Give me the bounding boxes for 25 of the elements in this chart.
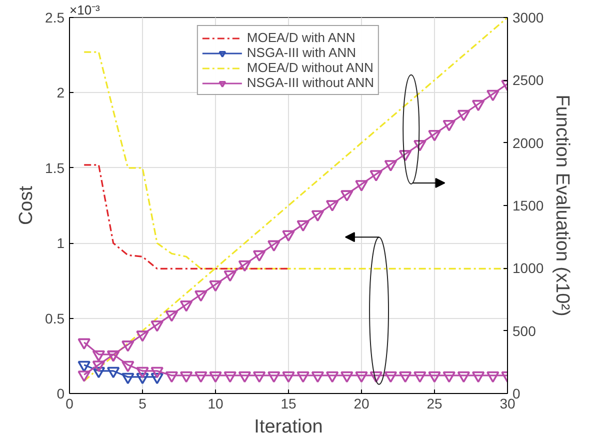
x-tick-label: 10 — [208, 396, 224, 412]
legend-label: MOEA/D without ANN — [246, 60, 374, 75]
x-axis-title: Iteration — [254, 416, 323, 438]
x-tick-label: 20 — [354, 396, 370, 412]
y-tick-label: 2 — [56, 84, 65, 101]
y2-tick-label: 3000 — [512, 10, 544, 26]
legend-label: NSGA-III without ANN — [246, 75, 374, 90]
y-tick-label: 0.5 — [45, 310, 65, 326]
y-tick-label: 0 — [56, 386, 65, 402]
annotation: ×10⁻³ — [70, 2, 101, 18]
y-tick-label: 2.5 — [45, 10, 65, 26]
y-tick-label: 1.5 — [45, 160, 65, 176]
x-tick-label: 25 — [426, 396, 442, 412]
y2-tick-label: 1000 — [512, 260, 544, 276]
y2-tick-label: 2000 — [512, 134, 544, 151]
y2-tick-label: 2500 — [512, 72, 544, 88]
legend-label: MOEA/D with ANN — [246, 30, 356, 45]
legend-label: NSGA-III with ANN — [246, 45, 356, 60]
y2-tick-label: 500 — [512, 322, 536, 339]
y2-tick-label: 1500 — [512, 198, 544, 214]
y2-axis-title: Function Evaluation (x10²) — [552, 94, 573, 316]
y-axis-title: Cost — [16, 185, 38, 226]
y-tick-label: 1 — [56, 235, 65, 252]
x-tick-label: 15 — [280, 396, 296, 412]
x-tick-label: 5 — [138, 396, 147, 412]
